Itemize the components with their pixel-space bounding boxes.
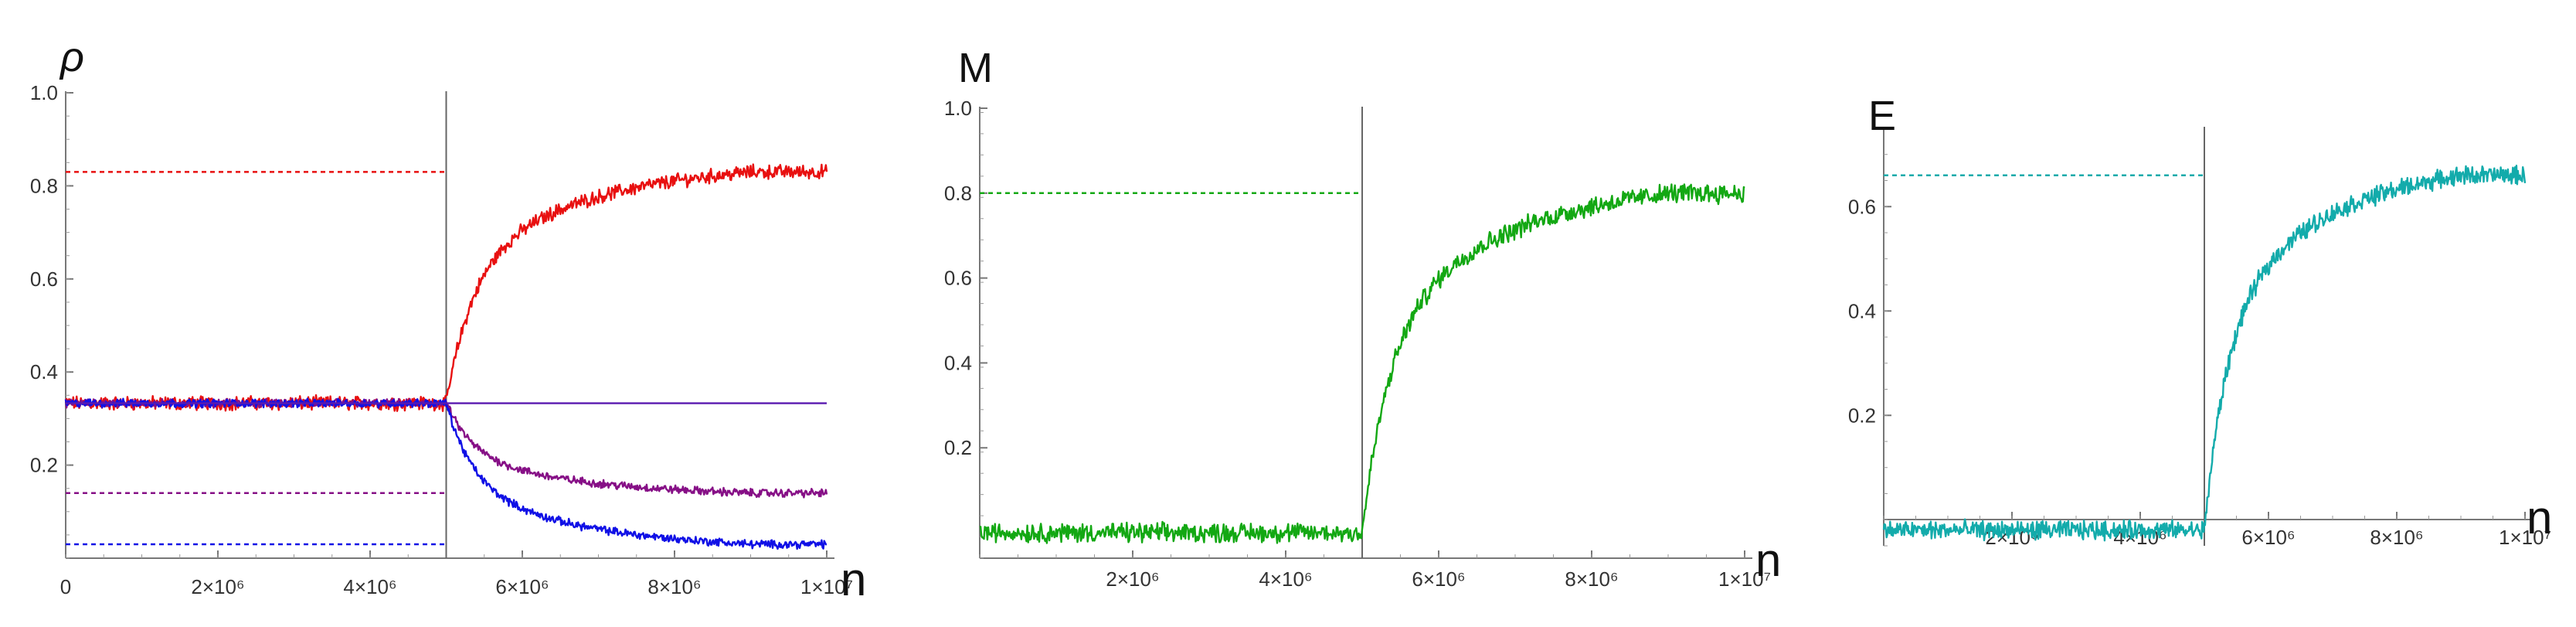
x-tick-label: 1×10⁷	[1718, 567, 1771, 591]
y-tick-label: 0.4	[944, 351, 972, 374]
x-tick-label: 1×10⁷	[800, 575, 853, 598]
y-tick-label: 0.2	[1848, 404, 1876, 427]
y-tick-label: 1.0	[944, 97, 972, 120]
y-tick-label: 0.6	[30, 267, 58, 291]
x-tick-label: 2×10⁶	[191, 575, 244, 598]
y-tick-label: 0.2	[30, 454, 58, 477]
y-tick-label: 0.4	[30, 360, 58, 383]
x-tick-label: 8×10⁶	[647, 575, 701, 598]
x-tick-label: 8×10⁶	[1565, 567, 1618, 591]
y-axis-label: ρ	[59, 34, 84, 80]
x-tick-label: 6×10⁶	[2241, 526, 2295, 549]
y-tick-label: 0.8	[30, 174, 58, 197]
x-tick-label: 4×10⁶	[343, 575, 396, 598]
y-tick-label: 1.0	[30, 81, 58, 104]
y-tick-label: 0.4	[1848, 299, 1876, 322]
x-tick-label: 2×10⁶	[1106, 567, 1159, 591]
series-line-1	[64, 163, 828, 412]
series-line-1	[979, 183, 1745, 544]
x-tick-label: 0	[60, 575, 71, 598]
x-axis-label: n	[2527, 492, 2552, 544]
y-tick-label: 0.6	[1848, 195, 1876, 218]
y-tick-label: 0.6	[944, 267, 972, 290]
x-tick-label: 8×10⁶	[2370, 526, 2423, 549]
y-tick-label: 0.2	[944, 436, 972, 459]
x-tick-label: 6×10⁶	[1412, 567, 1465, 591]
chart-panel-2: 0.2 0.4 0.6 0.8 1.0 2×10⁶ 4×10⁶ 6×10⁶ 8×10⁶ 1×10⁷…	[944, 45, 1782, 591]
y-axis-label: E	[1868, 93, 1896, 139]
chart-panel-1: 0.2 0.4 0.6 0.8 1.0 0 2×10⁶ 4×10⁶ 6×10⁶ 8×10⁶ 1×10…	[30, 34, 867, 605]
x-tick-label: 4×10⁶	[1259, 567, 1312, 591]
x-axis-label: n	[841, 554, 866, 605]
x-axis-label: n	[1755, 534, 1781, 586]
y-tick-label: 0.8	[944, 182, 972, 205]
x-tick-label: 6×10⁶	[495, 575, 549, 598]
series-line-1	[1882, 165, 2527, 542]
x-tick-label: 1×10⁷	[2499, 526, 2551, 549]
y-axis-label: M	[958, 45, 993, 91]
